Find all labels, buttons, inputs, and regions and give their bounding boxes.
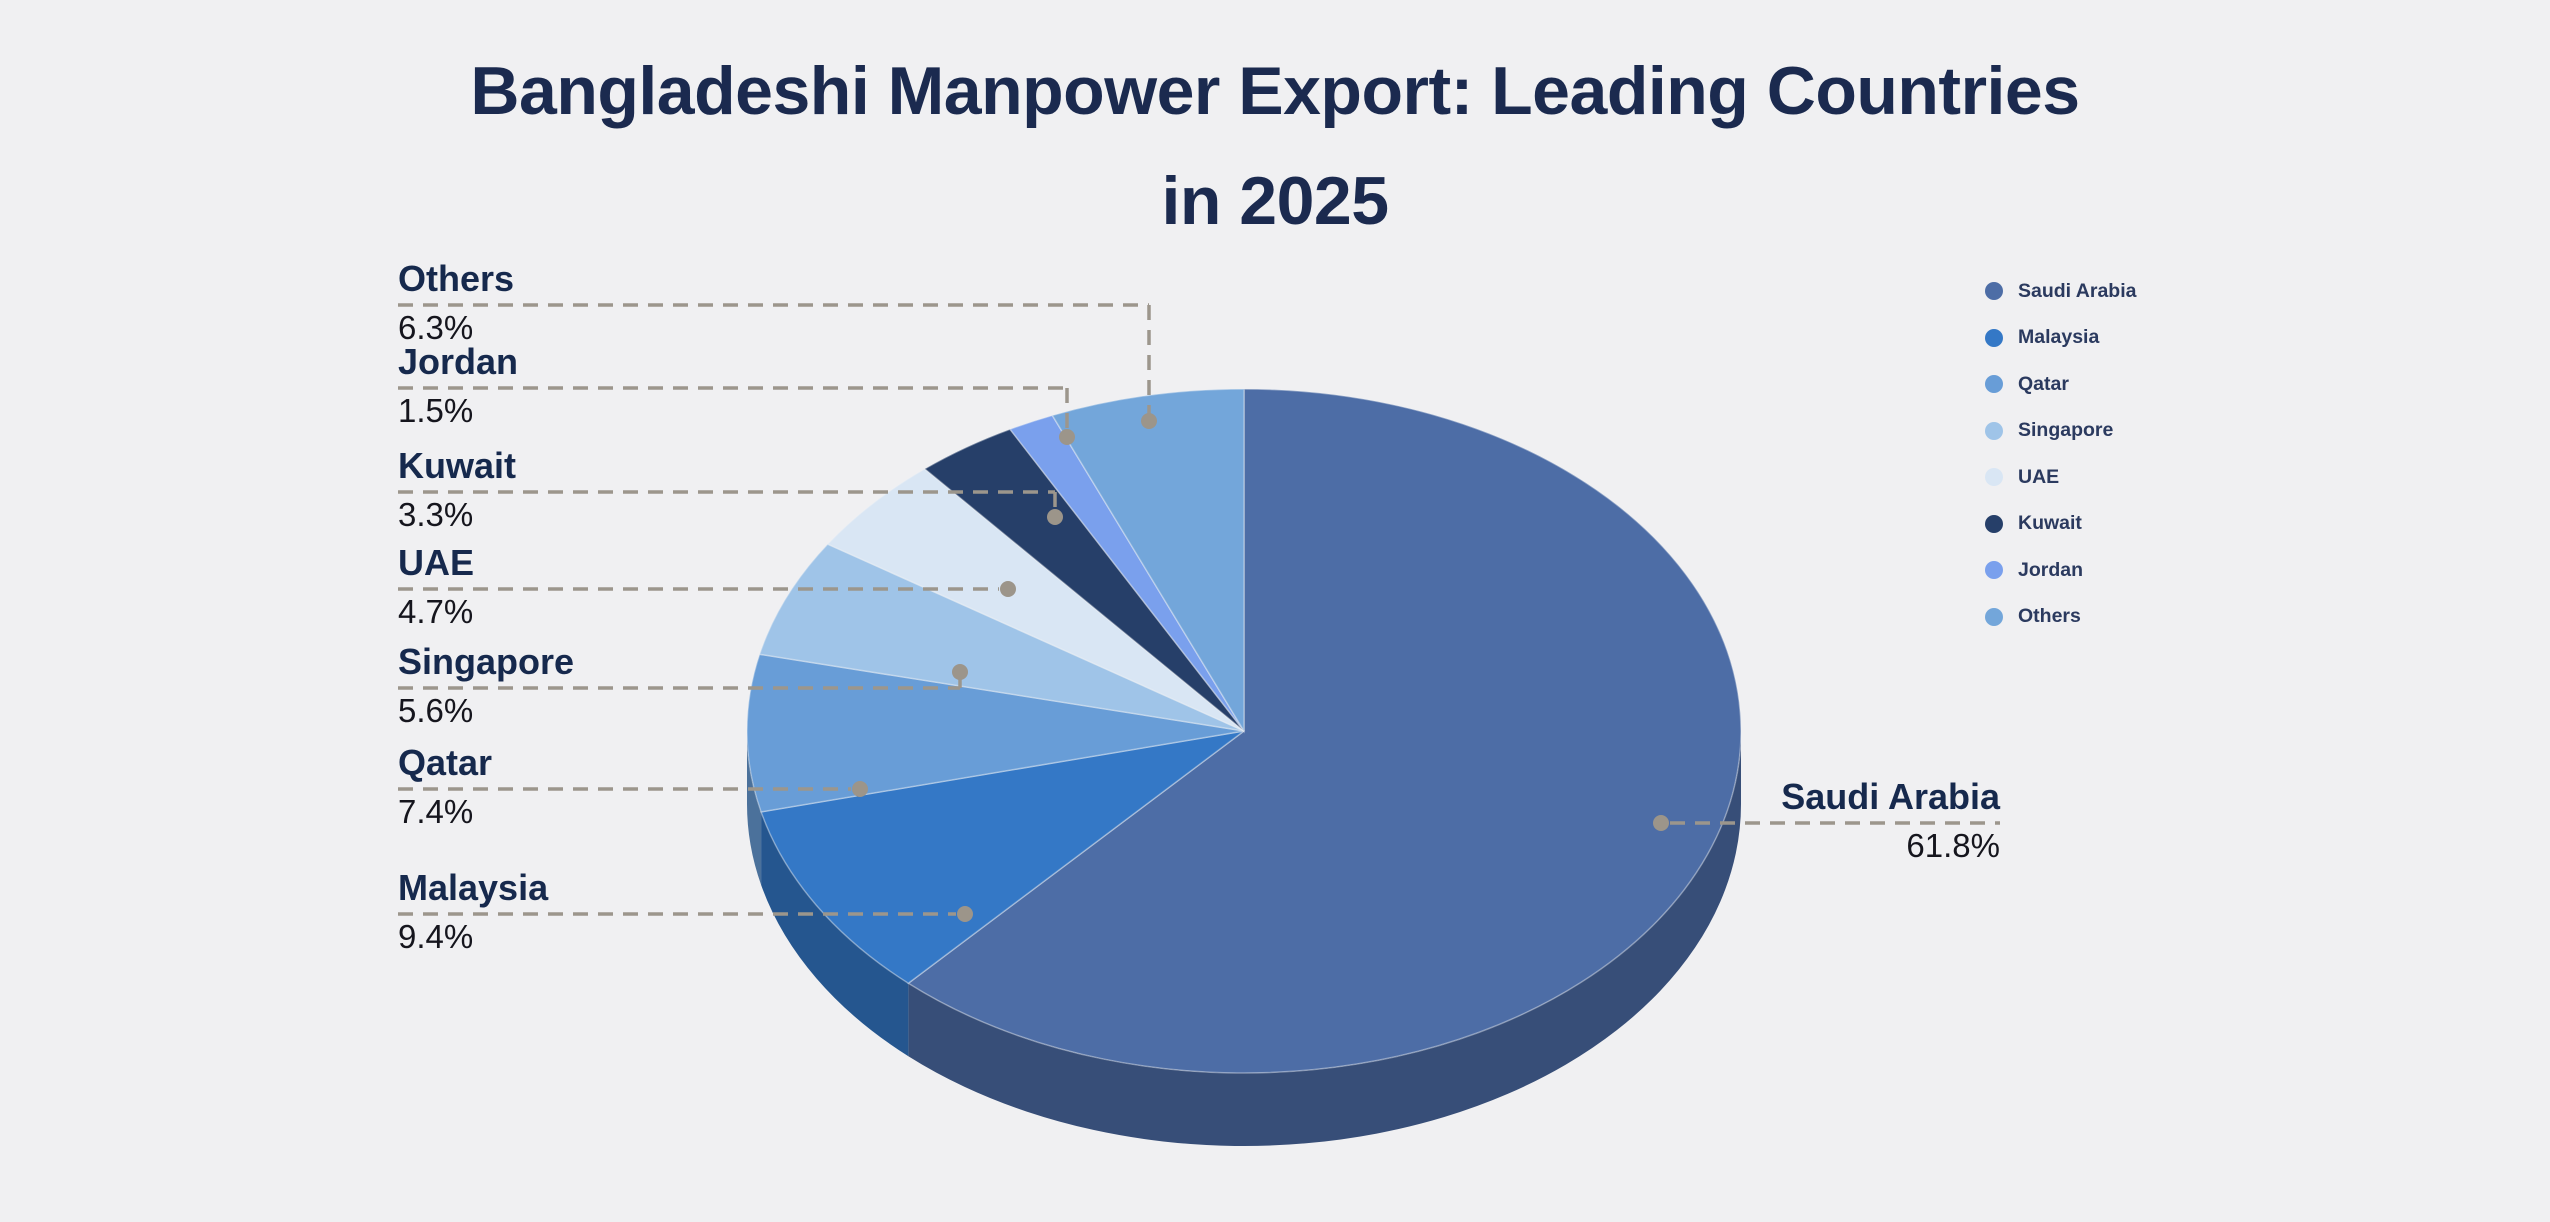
pie-slice-others[interactable] bbox=[1051, 388, 1245, 734]
chart-title-line2: in 2025 bbox=[1161, 163, 1389, 240]
legend-label-kuwait: Kuwait bbox=[2018, 512, 2082, 534]
legend-item-jordan[interactable]: Jordan bbox=[1985, 556, 2136, 584]
pie-slice-malaysia[interactable] bbox=[760, 730, 1245, 985]
legend-label-qatar: Qatar bbox=[2018, 372, 2069, 395]
pie-slice-side-malaysia bbox=[761, 811, 909, 1057]
legend-dot-jordan bbox=[1985, 561, 2003, 579]
leader-dot-qatar bbox=[852, 781, 868, 797]
leader-dot-uae bbox=[1000, 581, 1016, 597]
legend-dot-malaysia bbox=[1985, 328, 2003, 347]
legend-item-singapore[interactable]: Singapore bbox=[1985, 417, 2136, 445]
chart-title: Bangladeshi Manpower Export: Leading Cou… bbox=[0, 36, 2550, 256]
leader-dot-saudi-arabia bbox=[1653, 815, 1669, 831]
legend-item-uae[interactable]: UAE bbox=[1985, 463, 2136, 491]
legend-item-saudi-arabia[interactable]: Saudi Arabia bbox=[1985, 277, 2136, 305]
pie-slice-jordan[interactable] bbox=[1008, 414, 1245, 732]
legend-label-saudi-arabia: Saudi Arabia bbox=[2018, 279, 2137, 302]
leader-dot-malaysia bbox=[957, 906, 973, 922]
pie-slice-saudi-arabia[interactable] bbox=[907, 388, 1742, 1074]
pie-slice-uae[interactable] bbox=[826, 467, 1245, 732]
chart-title-line1: Bangladeshi Manpower Export: Leading Cou… bbox=[470, 53, 2080, 129]
leader-dot-kuwait bbox=[1047, 509, 1063, 525]
legend-item-others[interactable]: Others bbox=[1985, 603, 2136, 631]
pie-slice-side-qatar bbox=[747, 731, 762, 885]
legend-label-uae: UAE bbox=[2018, 465, 2060, 488]
legend-dot-others bbox=[1985, 607, 2003, 626]
legend-item-malaysia[interactable]: Malaysia bbox=[1985, 324, 2136, 352]
legend-dot-uae bbox=[1985, 468, 2003, 486]
leader-dot-others bbox=[1141, 413, 1157, 429]
pie-slice-side-saudi-arabia bbox=[908, 731, 1741, 1146]
leader-dot-singapore bbox=[952, 664, 968, 680]
legend-label-singapore: Singapore bbox=[2018, 419, 2114, 441]
leader-dot-jordan bbox=[1059, 429, 1075, 445]
legend-dot-qatar bbox=[1985, 375, 2003, 393]
legend-dot-kuwait bbox=[1985, 514, 2003, 533]
pie-slice-singapore[interactable] bbox=[758, 543, 1245, 732]
legend-dot-saudi-arabia bbox=[1985, 282, 2003, 300]
pie-slice-kuwait[interactable] bbox=[923, 428, 1245, 732]
legend-label-others: Others bbox=[2018, 605, 2081, 627]
legend-item-kuwait[interactable]: Kuwait bbox=[1985, 510, 2136, 538]
legend-item-qatar[interactable]: Qatar bbox=[1985, 370, 2136, 398]
pie-slice-qatar[interactable] bbox=[746, 653, 1245, 813]
legend-label-jordan: Jordan bbox=[2018, 558, 2084, 581]
legend: Saudi Arabia Malaysia Qatar Singapore UAE Kuw… bbox=[1985, 277, 2136, 631]
legend-label-malaysia: Malaysia bbox=[2018, 326, 2100, 348]
legend-dot-singapore bbox=[1985, 421, 2003, 440]
